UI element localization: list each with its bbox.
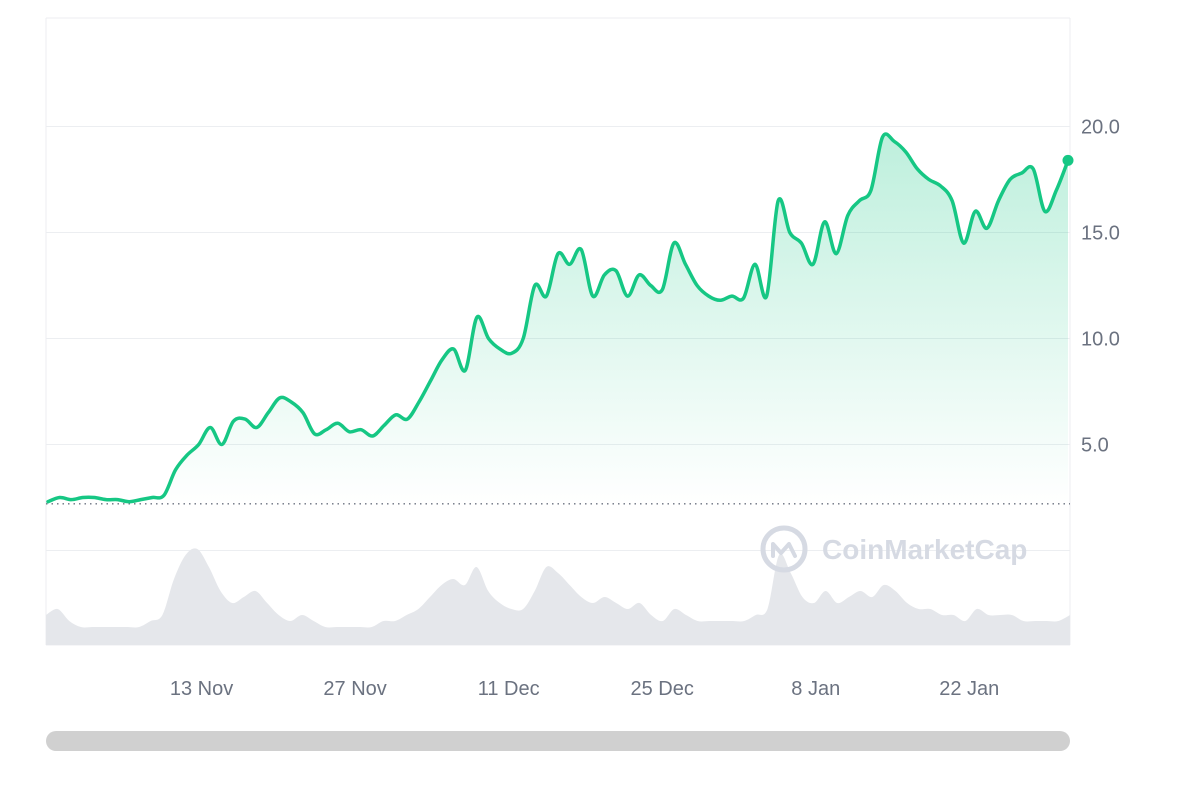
x-tick-label: 27 Nov (323, 678, 386, 700)
watermark-text: CoinMarketCap (822, 534, 1027, 565)
volume-bars (46, 548, 1070, 645)
y-tick-label: 10.0 (1081, 329, 1120, 351)
x-tick-label: 25 Dec (631, 678, 694, 700)
x-axis-labels: 13 Nov 27 Nov 11 Dec 25 Dec 8 Jan 22 Jan (170, 678, 999, 700)
x-tick-label: 8 Jan (791, 678, 840, 700)
price-line (46, 132, 1074, 504)
watermark: CoinMarketCap (760, 525, 1027, 573)
coinmarketcap-logo-icon (760, 525, 808, 573)
time-range-scrollbar[interactable] (46, 731, 1070, 751)
price-series-line (46, 132, 1070, 504)
x-tick-label: 22 Jan (939, 678, 999, 700)
y-tick-label: 20.0 (1081, 117, 1120, 139)
y-tick-label: 5.0 (1081, 435, 1109, 457)
y-tick-label: 15.0 (1081, 223, 1120, 245)
latest-price-dot (1062, 154, 1074, 166)
price-area-fill (48, 133, 1068, 504)
price-area (48, 133, 1068, 504)
x-tick-label: 13 Nov (170, 678, 233, 700)
volume-area (46, 548, 1070, 645)
x-tick-label: 11 Dec (478, 678, 540, 700)
y-axis-labels: 5.0 10.0 15.0 20.0 (1081, 117, 1120, 457)
